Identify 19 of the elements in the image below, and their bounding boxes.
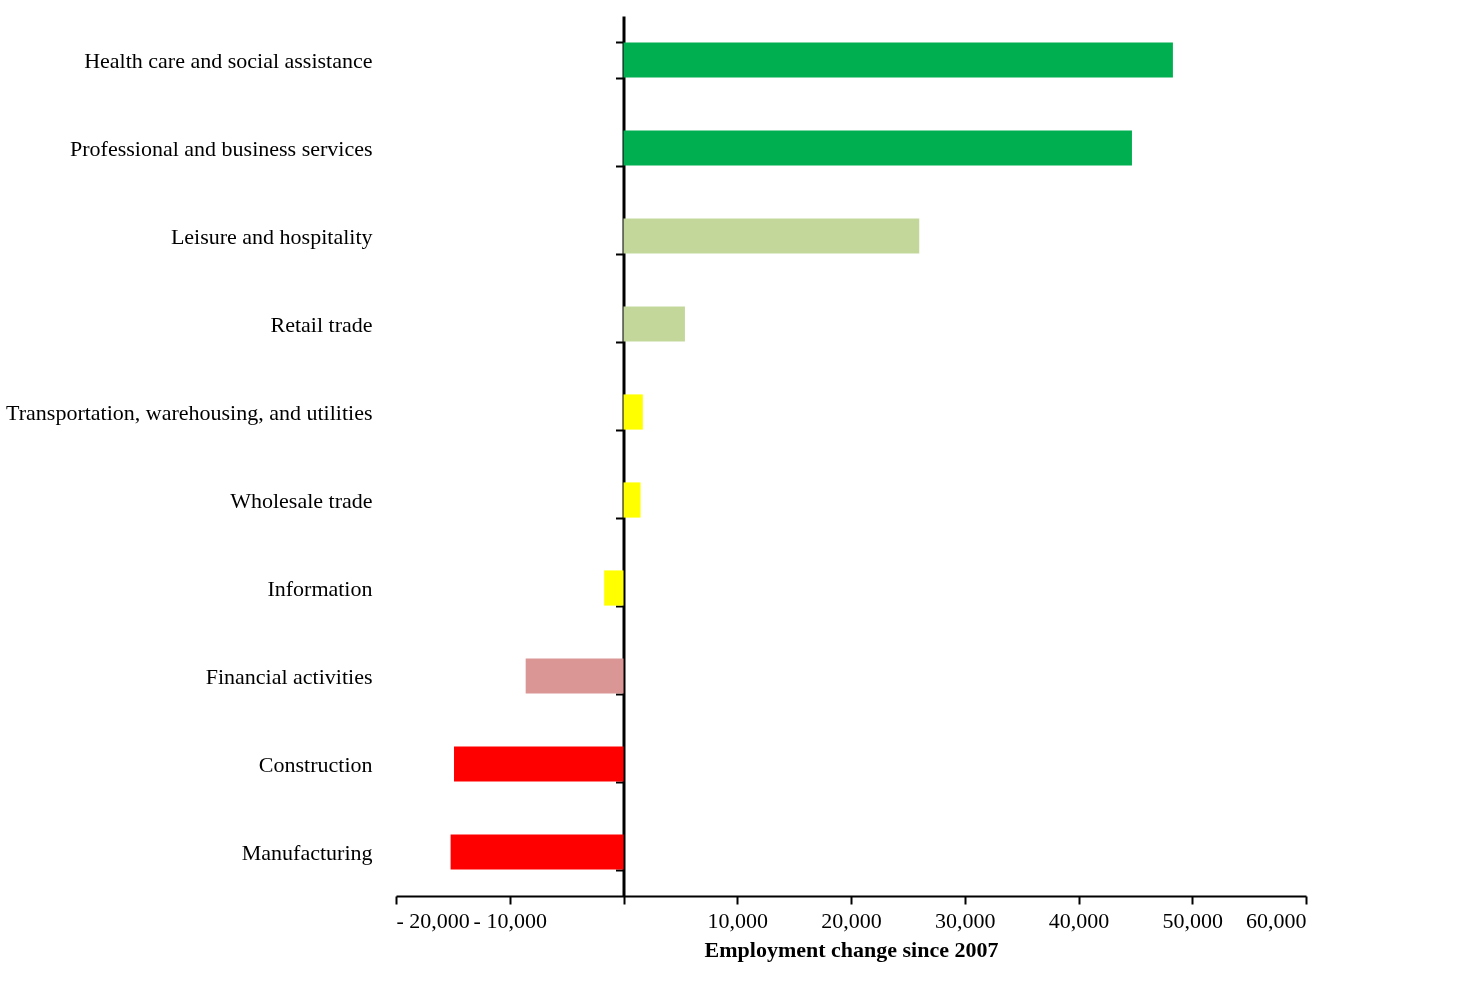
y-tick-label: Information bbox=[267, 575, 373, 601]
x-tick-label: 60,000 bbox=[1246, 907, 1307, 933]
y-tick-label: Transportation, warehousing, and utilities bbox=[6, 399, 373, 425]
x-tick-label: - 20,000 bbox=[396, 907, 470, 933]
x-tick-label: 30,000 bbox=[935, 907, 996, 933]
x-tick-label: 20,000 bbox=[821, 907, 882, 933]
y-tick-label: Retail trade bbox=[270, 311, 373, 337]
y-tick-label: Wholesale trade bbox=[230, 487, 373, 513]
y-tick-label: Manufacturing bbox=[241, 839, 373, 865]
x-tick-label: 10,000 bbox=[707, 907, 768, 933]
x-tick-label: 50,000 bbox=[1162, 907, 1223, 933]
y-tick-label: Health care and social assistance bbox=[84, 47, 373, 73]
y-tick-label: Construction bbox=[258, 751, 373, 777]
y-tick-label: Financial activities bbox=[205, 663, 373, 689]
y-tick-label: Professional and business services bbox=[70, 135, 373, 161]
y-tick-label: Leisure and hospitality bbox=[170, 223, 373, 249]
x-tick-label: - 10,000 bbox=[473, 907, 547, 933]
x-tick-label: 40,000 bbox=[1048, 907, 1110, 933]
x-axis-title: Employment change since 2007 bbox=[704, 936, 999, 962]
